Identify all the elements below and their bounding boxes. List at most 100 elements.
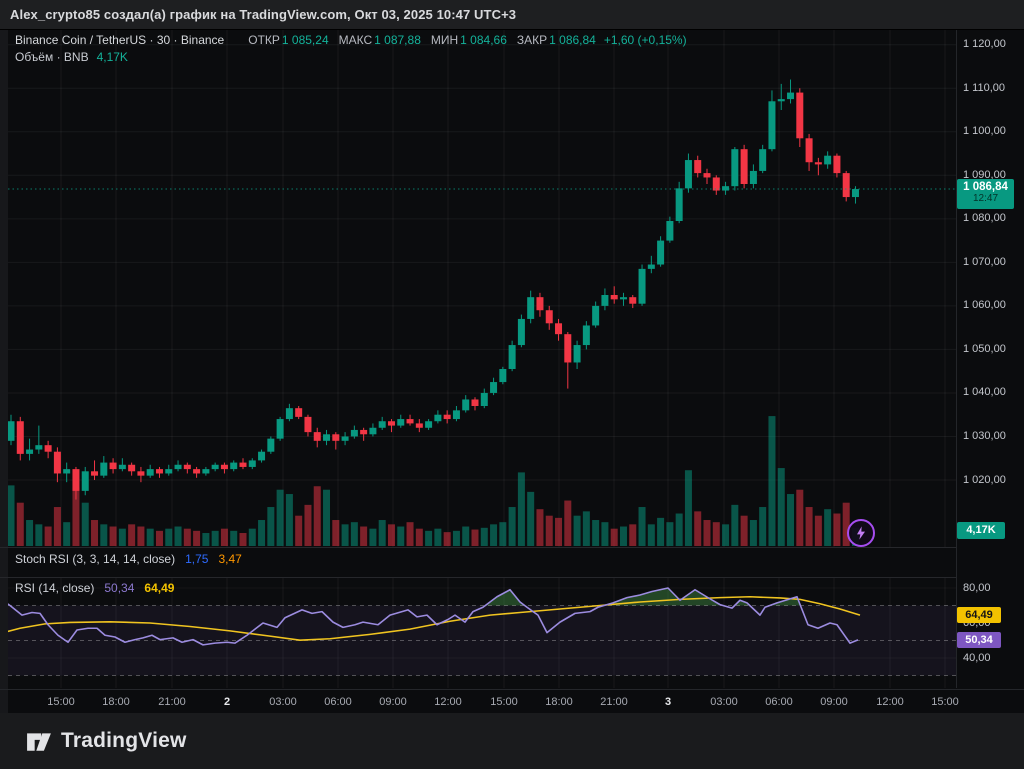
symbol-legend[interactable]: Binance Coin / TetherUS · 30 · Binance О… (15, 33, 687, 47)
rsi-ma-line (0, 595, 861, 641)
volume-legend[interactable]: Объём · BNB 4,17K (15, 50, 128, 64)
volume-bar (768, 416, 776, 546)
candle (72, 469, 80, 491)
time-label: 21:00 (600, 696, 628, 708)
rsi-ma-value: 64,49 (144, 581, 175, 595)
candle (555, 323, 563, 335)
volume-bar (258, 520, 266, 546)
volume-bar (193, 530, 201, 546)
volume-bar (313, 486, 321, 546)
volume-bar (202, 533, 210, 546)
tradingview-logo[interactable]: TradingView (26, 728, 187, 754)
time-label: 03:00 (269, 696, 297, 708)
volume-bar (527, 491, 535, 546)
pane-separator[interactable] (0, 547, 956, 548)
price-label: 1 080,00 (963, 212, 1006, 225)
volume-bar (406, 522, 414, 546)
volume-bar (759, 507, 767, 546)
low-value: 1 084,66 (460, 33, 507, 47)
stoch-rsi-title: Stoch RSI (3, 3, 14, 14, close) (15, 552, 176, 566)
time-label: 21:00 (158, 696, 186, 708)
volume-bar (814, 515, 822, 546)
candle (369, 427, 377, 435)
time-label: 09:00 (820, 696, 848, 708)
candle (777, 99, 785, 102)
candle (193, 469, 201, 474)
candle (137, 471, 145, 476)
volume-bar (128, 524, 136, 546)
volume-title: Объём · BNB (15, 50, 89, 64)
candle (63, 469, 71, 474)
volume-bar (415, 528, 423, 546)
volume-bar (369, 528, 377, 546)
volume-bar (323, 489, 331, 546)
volume-bar (452, 530, 460, 546)
volume-bar (72, 487, 80, 546)
tradingview-logo-icon (27, 733, 51, 751)
pane-separator[interactable] (0, 577, 956, 578)
price-label: 1 090,00 (963, 168, 1006, 181)
candle (499, 368, 507, 383)
candle (415, 423, 423, 428)
volume-bar (462, 526, 470, 546)
candle (295, 408, 303, 417)
volume-bar (842, 502, 850, 546)
volume-bar (91, 520, 99, 546)
candle (684, 160, 692, 189)
close-label: ЗАКР (516, 33, 548, 47)
volume-bar (35, 524, 43, 546)
volume-bar (619, 526, 627, 546)
time-label: 06:00 (765, 696, 793, 708)
candle (722, 186, 730, 191)
volume-bar (629, 524, 637, 546)
candle (285, 408, 293, 420)
candle (26, 449, 34, 454)
volume-bar (109, 526, 117, 546)
time-label: 12:00 (876, 696, 904, 708)
volume-bar (787, 494, 795, 546)
volume-bar (239, 533, 247, 546)
price-axis[interactable]: 1 120,00 1 110,00 1 100,00 1 090,00 1 080,00… (956, 30, 1024, 688)
candle (851, 189, 859, 198)
candle (276, 419, 284, 439)
high-value: 1 087,88 (374, 33, 421, 47)
volume-bar (248, 528, 256, 546)
time-label: 06:00 (324, 696, 352, 708)
time-label: 18:00 (545, 696, 573, 708)
rsi-band (0, 605, 956, 676)
attribution-bar: Alex_crypto85 создал(а) график на Tradin… (0, 0, 1024, 30)
candle (81, 471, 89, 491)
price-label: 1 110,00 (963, 81, 1006, 94)
candle (545, 310, 553, 324)
candle (53, 451, 61, 474)
candle (155, 469, 163, 474)
volume-bar (53, 507, 61, 546)
high-label: МАКС (338, 33, 373, 47)
price-label: 1 050,00 (963, 342, 1006, 355)
rsi-legend[interactable]: RSI (14, close) 50,34 64,49 (15, 581, 174, 595)
candle (443, 414, 451, 420)
tradingview-brand-text: TradingView (61, 729, 187, 752)
volume-bar (796, 489, 804, 546)
candle (638, 268, 646, 304)
price-label: 1 020,00 (963, 473, 1006, 486)
lightning-button[interactable] (847, 519, 875, 547)
candle (824, 155, 832, 165)
candle (564, 334, 572, 363)
current-volume-badge: 4,17K (957, 522, 1005, 539)
time-label: 3 (664, 696, 672, 708)
volume-bar (304, 504, 312, 546)
time-label: 18:00 (102, 696, 130, 708)
price-label: 1 100,00 (963, 125, 1006, 138)
candle (341, 436, 349, 441)
time-axis[interactable]: 15:00 18:00 21:00 2 03:00 06:00 09:00 12:00 15:0… (0, 689, 1024, 714)
volume-bar (675, 513, 683, 546)
lightning-icon (857, 526, 865, 540)
candle (360, 429, 368, 435)
candle (425, 421, 433, 428)
volume-value: 4,17K (96, 50, 128, 64)
stoch-rsi-legend[interactable]: Stoch RSI (3, 3, 14, 14, close) 1,75 3,4… (15, 552, 242, 566)
candle (211, 464, 219, 470)
